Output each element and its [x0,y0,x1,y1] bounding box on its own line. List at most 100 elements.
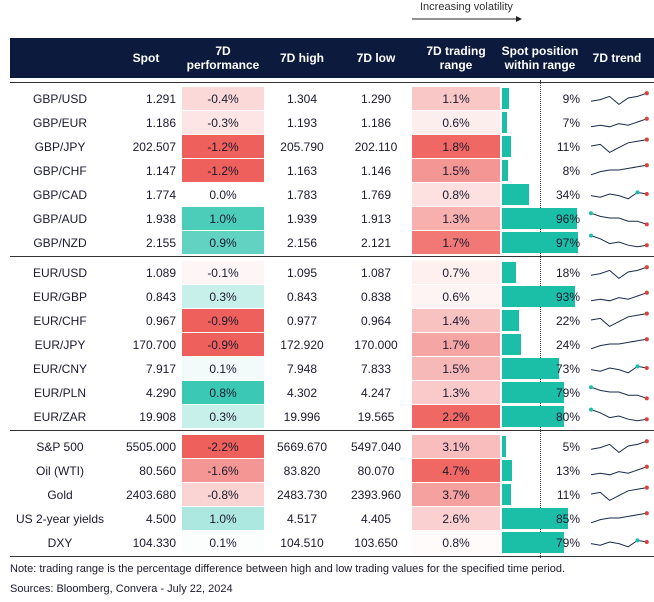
position-bar [502,508,569,529]
value-cell: 2.155 [145,235,176,250]
position-label: 96% [555,211,580,226]
position-label: 79% [555,385,580,400]
position-label: 22% [555,313,580,328]
performance-cell: 0.8% [182,381,264,404]
value-cell: 1.783 [286,187,318,202]
value-cell: 170.000 [354,337,398,352]
value-cell: 1.769 [360,187,392,202]
trend-sparkline [590,265,649,280]
value-cell: 4.302 [286,385,318,400]
position-label: 18% [555,265,580,280]
row-label: EUR/GBP [32,289,87,304]
performance-cell: -1.2% [182,135,264,158]
range-cell: 1.7% [412,231,500,254]
value-cell: 1.290 [360,91,392,106]
value-cell: 1.304 [286,91,318,106]
value-cell: 205.790 [280,139,324,154]
value-cell: 202.507 [132,139,176,154]
position-bar [502,136,511,157]
trend-sparkline [590,485,649,501]
value-cell: 83.820 [283,463,321,478]
range-cell: 2.6% [412,507,500,530]
position-bar [502,232,578,253]
value-cell: 4.290 [145,385,176,400]
position-bar [502,460,513,481]
position-bar [502,310,520,331]
row-label: EUR/CHF [33,313,87,328]
value-cell: 19.565 [357,409,395,424]
range-cell: 1.5% [412,357,500,380]
row-label: EUR/CNY [32,361,87,376]
value-cell: 80.070 [357,463,395,478]
position-bar [502,334,521,355]
row-label: Oil (WTI) [36,463,84,478]
performance-cell: 1.0% [182,207,264,230]
row-label: GBP/CAD [32,187,87,202]
group-separator [10,256,654,257]
range-cell: 0.8% [412,183,500,206]
position-bar [502,358,559,379]
value-cell: 4.500 [145,511,176,526]
trend-sparkline [590,91,649,106]
value-cell: 1.147 [145,163,176,178]
value-cell: 1.291 [145,91,176,106]
position-bar [502,208,577,229]
range-cell: 3.7% [412,483,500,506]
trend-sparkline [590,137,649,153]
value-cell: 0.964 [360,313,392,328]
group-separator [10,82,654,83]
range-cell: 2.2% [412,405,500,428]
row-label: GBP/AUD [32,211,87,226]
value-cell: 1.087 [360,265,392,280]
performance-cell: 1.0% [182,507,264,530]
value-cell: 1.938 [145,211,176,226]
trend-sparkline [590,163,649,176]
value-cell: 1.774 [145,187,176,202]
position-bar [502,532,564,553]
row-label: DXY [47,535,73,550]
performance-cell: 0.1% [182,357,264,380]
performance-cell: -0.3% [182,111,264,134]
range-cell: 0.8% [412,531,500,554]
volatility-legend: Increasing volatility [420,1,513,13]
position-bar [502,436,506,457]
value-cell: 4.405 [360,511,392,526]
row-label: Gold [47,487,73,502]
performance-cell: -1.2% [182,159,264,182]
table-bottom-rule [10,556,654,557]
value-cell: 2403.680 [125,487,176,502]
value-cell: 0.967 [145,313,176,328]
trend-sparkline [590,364,649,374]
range-cell: 1.3% [412,381,500,404]
position-label: 93% [555,289,580,304]
position-label: 24% [555,337,580,352]
column-header: Spot position within range [501,44,579,72]
trend-sparkline [590,538,649,548]
row-label: US 2-year yields [15,511,105,526]
position-bar [502,382,564,403]
position-label: 79% [555,535,580,550]
row-label: GBP/USD [32,91,87,106]
value-cell: 172.920 [280,337,324,352]
position-label: 85% [555,511,580,526]
row-label: S&P 500 [36,439,84,454]
trend-sparkline [590,439,649,454]
value-cell: 1.095 [286,265,318,280]
row-label: GBP/CHF [33,163,87,178]
value-cell: 4.517 [286,511,318,526]
value-cell: 1.146 [360,163,392,178]
performance-cell: 0.3% [182,405,264,428]
position-bar [502,484,511,505]
value-cell: 5505.000 [125,439,176,454]
row-label: EUR/JPY [34,337,86,352]
position-bar [502,88,510,109]
position-bar [502,160,509,181]
trend-sparkline [589,211,649,227]
position-label: 11% [556,139,580,154]
value-cell: 1.939 [286,211,318,226]
column-header: 7D trend [592,51,642,65]
position-bar [502,262,517,283]
value-cell: 0.838 [360,289,392,304]
value-cell: 2393.960 [350,487,402,502]
